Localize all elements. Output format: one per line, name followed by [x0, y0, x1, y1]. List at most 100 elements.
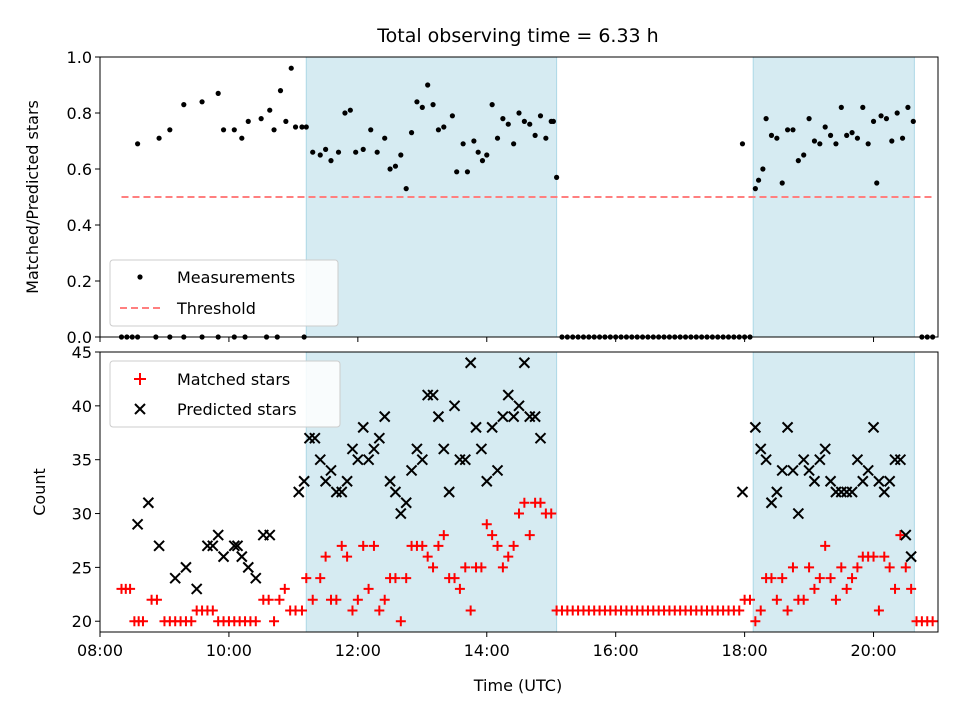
measurement-point — [874, 180, 880, 186]
measurement-point — [752, 186, 758, 192]
matched-stars-point — [546, 508, 557, 519]
matched-stars-point — [514, 508, 524, 519]
matched-stars-point — [422, 551, 433, 562]
measurement-point — [860, 104, 866, 110]
predicted-stars-point — [448, 400, 461, 412]
matched-stars-point — [465, 605, 476, 616]
bottom-y-tick-label: 35 — [72, 451, 92, 470]
top-y-tick-label: 0.2 — [67, 272, 92, 291]
measurement-point — [430, 102, 436, 108]
matched-stars-point — [417, 540, 428, 551]
bottom-series — [116, 357, 938, 627]
top-y-tick-label: 0.4 — [67, 216, 92, 235]
predicted-stars-point — [405, 464, 418, 477]
predicted-stars-point — [250, 572, 262, 584]
predicted-stars-point — [518, 357, 531, 369]
predicted-stars-point — [502, 389, 514, 401]
predicted-stars-point — [760, 453, 772, 466]
measurement-point — [199, 99, 205, 105]
bottom-y-tick-label: 40 — [72, 397, 92, 416]
matched-stars-point — [847, 573, 858, 584]
measurement-point — [532, 132, 538, 138]
matched-stars-point — [331, 594, 342, 605]
predicted-stars-point — [797, 453, 810, 466]
matched-stars-point — [207, 605, 218, 616]
matched-stars-point — [895, 530, 906, 541]
predicted-stars-point — [368, 443, 380, 455]
matched-stars-point — [347, 605, 358, 616]
measurement-point — [811, 138, 818, 144]
matched-stars-point — [766, 573, 777, 584]
matched-stars-point — [279, 583, 290, 594]
measurement-point — [894, 110, 900, 116]
measurement-point — [844, 132, 850, 138]
predicted-stars-point — [878, 486, 890, 498]
measurement-point — [167, 127, 173, 133]
matched-stars-point — [825, 573, 836, 584]
measurement-point — [479, 158, 486, 164]
measurement-point — [342, 110, 348, 116]
measurement-point — [550, 118, 556, 124]
measurement-point — [181, 102, 187, 108]
predicted-stars-point — [142, 497, 155, 509]
matched-stars-point — [841, 583, 852, 594]
matched-stars-point — [524, 530, 535, 541]
measurement-point — [822, 124, 828, 130]
top-y-tick-label: 0.8 — [67, 104, 92, 123]
measurement-point — [865, 141, 871, 147]
x-tick-label: 20:00 — [850, 641, 896, 660]
matched-stars-point — [320, 551, 331, 562]
matched-stars-point — [508, 540, 519, 551]
measurement-point — [484, 152, 490, 158]
predicted-stars-point — [217, 550, 230, 563]
measurement-point — [801, 152, 807, 158]
top-series — [118, 65, 936, 340]
legend-marker-matched — [134, 373, 146, 385]
bottom-legend: Matched stars Predicted stars — [109, 360, 341, 428]
predicted-stars-point — [153, 540, 165, 552]
measurement-point — [435, 127, 442, 133]
predicted-stars-point — [411, 443, 423, 455]
matched-stars-point — [777, 573, 788, 584]
legend-marker-predicted — [134, 403, 146, 415]
measurement-point — [303, 124, 309, 130]
measurement-point — [317, 152, 323, 158]
measurement-point — [347, 107, 353, 113]
predicted-stars-point — [131, 518, 144, 531]
matched-stars-point — [535, 497, 546, 508]
predicted-stars-point — [497, 410, 509, 423]
predicted-stars-point — [808, 475, 821, 487]
predicted-stars-point — [486, 421, 498, 434]
predicted-stars-point — [352, 453, 364, 466]
measurement-point — [387, 166, 393, 172]
matched-stars-point — [750, 616, 761, 627]
measurement-point — [441, 124, 447, 130]
measurement-point — [454, 169, 460, 175]
measurement-point — [471, 138, 477, 144]
measurement-point — [310, 149, 316, 155]
measurement-point — [905, 104, 911, 110]
predicted-stars-point — [862, 464, 874, 477]
measurement-point — [494, 135, 501, 141]
top-axes-frame — [99, 56, 939, 338]
measurement-point — [827, 132, 834, 138]
measurement-point — [277, 88, 284, 94]
predicted-stars-point — [400, 497, 412, 509]
matched-stars-point — [809, 583, 820, 594]
matched-stars-point — [782, 605, 793, 616]
measurement-point — [368, 127, 374, 133]
predicted-stars-point — [373, 432, 386, 444]
matched-stars-point — [433, 540, 444, 551]
predicted-stars-point — [905, 550, 917, 563]
measurement-point — [511, 141, 517, 147]
bottom-y-tick-label: 45 — [72, 343, 92, 362]
legend-label-threshold: Threshold — [176, 299, 256, 318]
predicted-stars-point — [470, 421, 482, 434]
predicted-stars-point — [325, 464, 337, 477]
measurement-point — [784, 127, 791, 133]
predicted-stars-point — [384, 475, 396, 487]
measurement-point — [889, 138, 895, 144]
predicted-stars-point — [736, 486, 749, 498]
x-tick-label: 18:00 — [722, 641, 768, 660]
